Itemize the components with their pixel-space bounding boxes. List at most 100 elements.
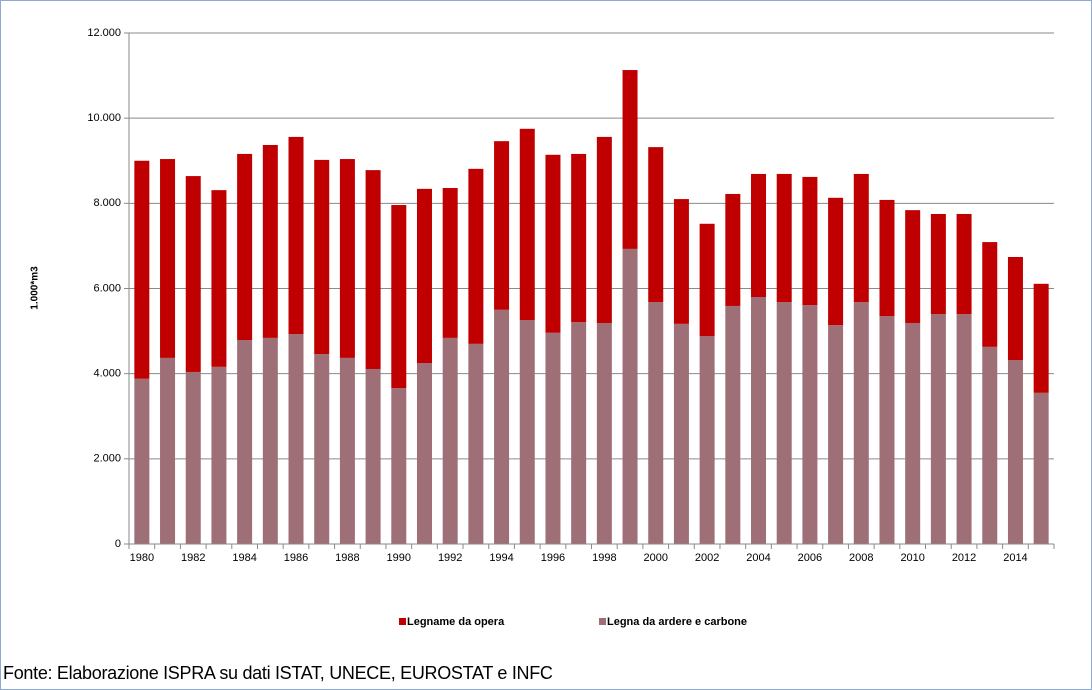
- bar-segment: [1033, 392, 1049, 544]
- bar-segment: [262, 337, 278, 544]
- bar-segment: [879, 199, 895, 317]
- bar-segment: [468, 343, 484, 544]
- bar-segment: [237, 340, 253, 544]
- bar-segment: [262, 144, 278, 338]
- bar-segment: [185, 176, 201, 372]
- bar-segment: [725, 305, 741, 544]
- bar-segment: [776, 302, 792, 544]
- source-note: Fonte: Elaborazione ISPRA su dati ISTAT,…: [3, 663, 553, 683]
- x-tick-label: 2010: [900, 552, 924, 564]
- legend-swatch: [399, 618, 406, 625]
- x-tick-label: 1996: [541, 552, 565, 564]
- y-tick-label: 12.000: [87, 27, 121, 39]
- bar-segment: [288, 334, 304, 544]
- x-tick-label: 1986: [284, 552, 308, 564]
- x-tick-label: 2004: [746, 552, 770, 564]
- bar-segment: [622, 70, 638, 249]
- bar-segment: [596, 136, 612, 323]
- bar-segment: [673, 323, 689, 544]
- chart: 1.000*m3 0 2.000 4.000 6.000 8.000 10.000 12.0…: [30, 27, 1055, 628]
- bar-segment: [648, 147, 664, 303]
- bar-segment: [160, 159, 176, 358]
- bar-segment: [339, 159, 355, 358]
- bar-segment: [442, 337, 458, 544]
- bar-segment: [828, 197, 844, 326]
- bar-segment: [416, 363, 432, 544]
- bar-segment: [314, 354, 330, 544]
- bar-segment: [673, 199, 689, 324]
- x-tick-label: 2000: [643, 552, 667, 564]
- x-tick-label: 1992: [438, 552, 462, 564]
- bar-segment: [545, 154, 561, 333]
- bar-segment: [134, 160, 150, 379]
- bar-segment: [237, 153, 253, 341]
- bar-segment: [494, 141, 510, 310]
- bar-segment: [853, 302, 869, 544]
- x-tick-label: 1990: [387, 552, 411, 564]
- bar-segment: [314, 159, 330, 355]
- x-tick-label: 1984: [232, 552, 256, 564]
- bar-segment: [134, 378, 150, 544]
- x-tick-label: 1998: [592, 552, 616, 564]
- bar-segment: [879, 316, 895, 544]
- bar-segment: [982, 346, 998, 544]
- bar-segment: [905, 322, 921, 544]
- bar-segment: [930, 213, 946, 315]
- bar-segment: [725, 193, 741, 306]
- bar-segment: [545, 332, 561, 544]
- x-tick-label: 1982: [181, 552, 205, 564]
- x-tick-label: 1988: [335, 552, 359, 564]
- bar-segment: [751, 297, 767, 544]
- bar-segment: [853, 173, 869, 303]
- bar-segment: [519, 128, 535, 321]
- legend-label: Legname da opera: [407, 616, 505, 628]
- bar-segment: [468, 168, 484, 344]
- bar-segment: [751, 173, 767, 298]
- bar-segment: [571, 153, 587, 323]
- bar-segment: [1033, 283, 1049, 393]
- x-tick-label: 2008: [849, 552, 873, 564]
- bar-segment: [211, 366, 227, 544]
- bar-segment: [982, 242, 998, 347]
- y-tick-label: 2.000: [93, 453, 121, 465]
- bar-segment: [930, 314, 946, 544]
- legend-swatch: [599, 618, 606, 625]
- bar-segment: [211, 190, 227, 367]
- x-tick-label: 2014: [1003, 552, 1027, 564]
- bar-segment: [802, 305, 818, 544]
- bar-segment: [828, 325, 844, 544]
- bar-segment: [699, 223, 715, 337]
- bar-segment: [956, 314, 972, 544]
- y-tick-label: 6.000: [93, 282, 121, 294]
- bar-segment: [442, 188, 458, 338]
- bar-segment: [365, 170, 381, 369]
- bar-segment: [571, 322, 587, 544]
- bar-segment: [648, 302, 664, 544]
- y-tick-label: 8.000: [93, 197, 121, 209]
- legend-label: Legna da ardere e carbone: [607, 616, 747, 628]
- bar-segment: [160, 357, 176, 544]
- bar-segment: [365, 368, 381, 544]
- bar-segment: [494, 309, 510, 544]
- bar-segment: [391, 205, 407, 389]
- bar-segment: [1007, 360, 1023, 544]
- bar-segment: [519, 320, 535, 544]
- y-tick-label: 10.000: [87, 112, 121, 124]
- bar-segment: [622, 248, 638, 544]
- bar-segment: [416, 188, 432, 364]
- bar-segment: [699, 336, 715, 544]
- x-tick-label: 2002: [695, 552, 719, 564]
- bar-segment: [905, 210, 921, 323]
- bar-segment: [1007, 256, 1023, 361]
- bar-segment: [802, 176, 818, 306]
- bar-segment: [288, 136, 304, 335]
- bar-segment: [391, 388, 407, 544]
- bar-segment: [185, 371, 201, 544]
- x-tick-label: 2012: [952, 552, 976, 564]
- y-tick-label: 4.000: [93, 368, 121, 380]
- bar-segment: [776, 173, 792, 303]
- x-tick-label: 1994: [489, 552, 513, 564]
- y-tick-label: 0: [115, 538, 121, 550]
- y-axis-label: 1.000*m3: [30, 266, 41, 310]
